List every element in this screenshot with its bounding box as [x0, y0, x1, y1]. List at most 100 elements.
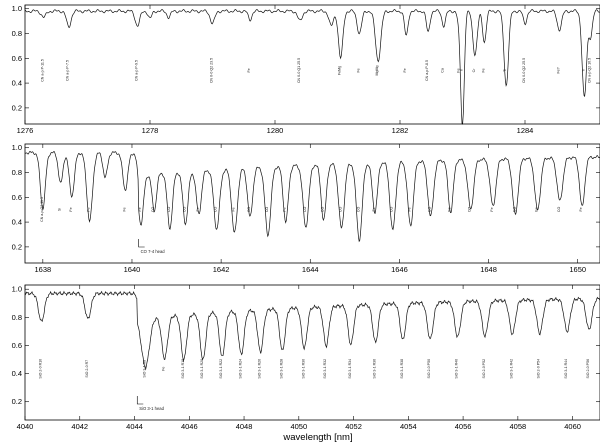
y-tick-label: 1.0 [12, 285, 22, 294]
line-id-label: SiO 3-1 R38 [400, 359, 404, 379]
line-id-label: Cr [472, 68, 476, 73]
line-id-label: SiO 3-1 R44 [564, 359, 568, 379]
line-id-label: SiO 3-1 R26 [257, 359, 261, 379]
x-tick-label: 4060 [564, 422, 581, 431]
plot-frame [24, 284, 600, 421]
spectrum-line [24, 151, 600, 243]
x-tick-label: 1280 [267, 126, 284, 135]
line-id-label: SiO 3-1 R36 [372, 359, 376, 379]
x-tick-label: 1648 [480, 265, 497, 274]
line-id-label: MgMg [375, 65, 379, 75]
x-tick-label: 1642 [213, 265, 230, 274]
line-id-label: Fe [456, 68, 460, 72]
y-tick-label: 0.8 [12, 29, 22, 38]
line-id-label: SiO 2-0 P56 [586, 359, 590, 379]
line-id-label: Fe? [556, 67, 560, 73]
line-id-label: CO [468, 207, 472, 213]
spectrum-line [24, 9, 600, 125]
line-id-label: CO [356, 207, 360, 213]
y-tick-label: 0.8 [12, 168, 22, 177]
x-axis-label: wavelength [nm] [282, 432, 352, 443]
line-id-label: Ti [581, 69, 585, 72]
spectrum-panels: 1276 1278 1280 1282 1284 0.2 0.4 0.6 0.8 1.0 CN a-… [12, 4, 600, 431]
x-tick-label: 4044 [126, 422, 143, 431]
line-id-label: Fe [490, 207, 494, 211]
line-id-label: Ca [441, 68, 445, 73]
y-tick-label: 1.0 [12, 143, 22, 152]
line-id-label: Fe [372, 207, 376, 211]
line-id-label: Fe [247, 68, 251, 72]
line-id-label: SiO 3-1 R42 [509, 359, 513, 379]
band-head-marker [138, 239, 145, 248]
line-id-label: Fe [403, 68, 407, 72]
x-tick-label: 4054 [400, 422, 417, 431]
x-tick-label: 4046 [181, 422, 198, 431]
line-id-label: CN a-p Q2 10.5 [588, 58, 592, 83]
x-tick-label: 1644 [302, 265, 319, 274]
line-id-label: CN 0-0 Q1 25.5 [297, 58, 301, 83]
x-tick-label: 1278 [142, 126, 159, 135]
line-id-label: CO [428, 207, 432, 213]
y-tick-label: 0.8 [12, 313, 22, 322]
line-id-label: SiO 3-1 R34 [348, 359, 352, 379]
y-tick-label: 0.2 [12, 103, 22, 112]
line-id-label: CO [557, 207, 561, 213]
line-id-label: Fe [69, 207, 73, 211]
line-id-label: Fe [579, 207, 583, 211]
plot-frame [24, 143, 600, 264]
x-tick-label: 4048 [236, 422, 253, 431]
line-id-label: SiO 2-0 P54 [537, 359, 541, 379]
line-id-label: SiO 3-1 R18 [181, 359, 185, 379]
band-head-label: SiO 3-1 head [139, 406, 164, 411]
band-head-marker [136, 396, 144, 405]
x-tick-label: 4040 [17, 422, 34, 431]
line-id-label: CN a-p P-11.5 [41, 59, 45, 82]
line-id-label: Fe [232, 207, 236, 211]
x-tick-label: 1638 [34, 265, 51, 274]
y-tick-label: 0.6 [12, 193, 22, 202]
line-id-label: Fe [162, 367, 166, 371]
line-id-label: FeMg [338, 66, 342, 75]
line-id-label: Fe [196, 207, 200, 211]
y-tick-label: 0.6 [12, 341, 22, 350]
y-tick-label: 1.0 [12, 4, 22, 13]
line-id-label: Fe [283, 207, 287, 211]
line-id-label: CO [265, 207, 269, 213]
line-id-label: Fe [356, 68, 360, 72]
line-id-label: Fe [535, 207, 539, 211]
line-id-label: SiO 3-1 R32 [323, 359, 327, 379]
line-id-label: CO [338, 207, 342, 213]
line-id-label: CO [214, 207, 218, 213]
line-id-label: CN a-p Q2 11.5 [40, 197, 44, 222]
x-tick-label: 4052 [345, 422, 362, 431]
y-tick-label: 0.6 [12, 54, 22, 63]
line-id-label: Fe [481, 68, 485, 72]
plot-frame [24, 4, 600, 125]
line-id-label: Ti [503, 69, 507, 72]
line-id-label: Fe [87, 207, 91, 211]
x-tick-label: 1640 [124, 265, 141, 274]
line-id-label: CO [512, 207, 516, 213]
line-id-label: CO [182, 207, 186, 213]
line-id-label: SiO 3-1 R30 [301, 359, 305, 379]
line-id-label: SiO 3-1 R8 [142, 360, 146, 378]
line-id-label: CO [303, 207, 307, 213]
spectrum-line [24, 290, 600, 371]
line-id-label: Fe [448, 207, 452, 211]
x-tick-label: 4058 [510, 422, 527, 431]
x-tick-label: 4042 [71, 422, 88, 431]
y-tick-label: 0.4 [12, 369, 22, 378]
y-tick-label: 0.4 [12, 79, 22, 88]
panel-1: 1276 1278 1280 1282 1284 0.2 0.4 0.6 0.8 1.0 CN a-… [12, 4, 600, 135]
line-id-label: Si [58, 208, 62, 211]
y-tick-label: 0.4 [12, 218, 22, 227]
x-tick-label: 1282 [392, 126, 409, 135]
line-id-label: CO [390, 207, 394, 213]
y-tick-label: 0.2 [12, 397, 22, 406]
x-tick-label: 1650 [569, 265, 586, 274]
line-id-label: CO [167, 207, 171, 213]
panel-2: 1638 1640 1642 1644 1646 1648 1650 0.2 0.4 0.6 0.8… [12, 143, 600, 274]
line-id-label: CN a-p P-9.5 [135, 60, 139, 81]
line-id-label: SiO 2-0 R7 [85, 360, 89, 378]
